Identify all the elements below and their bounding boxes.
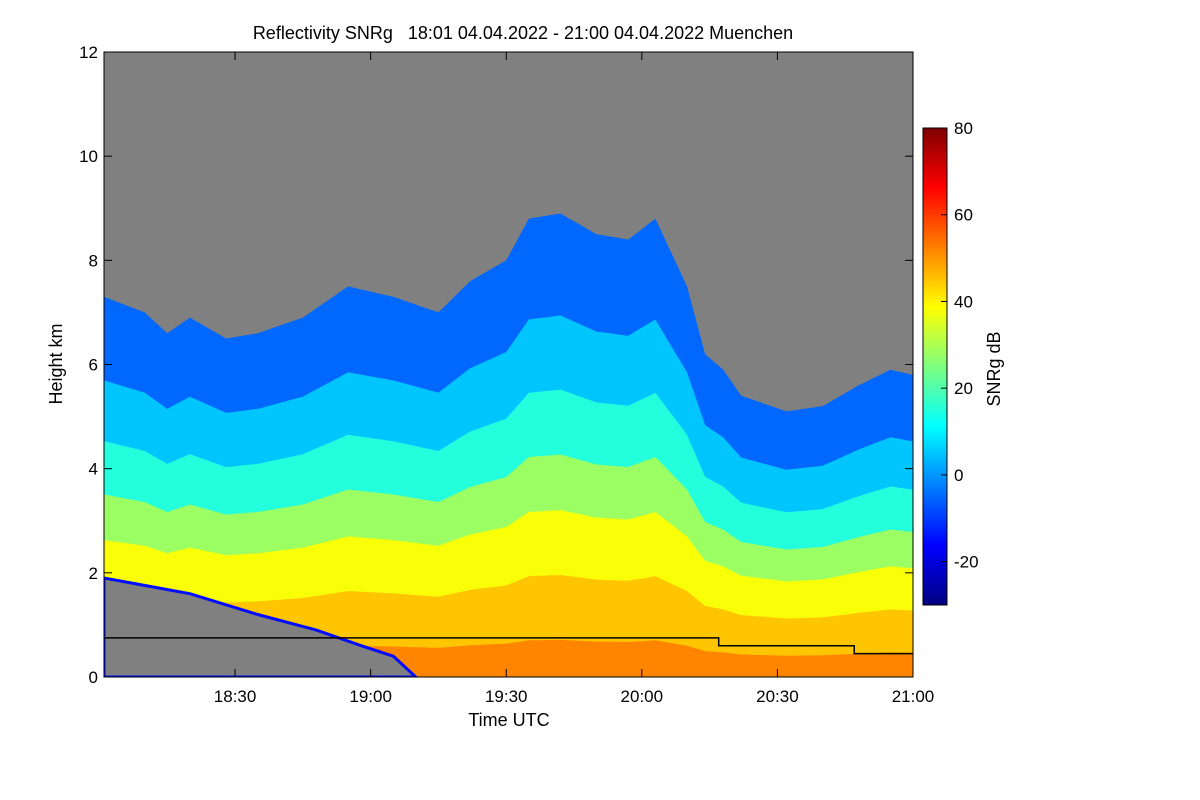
x-tick-label: 19:30 (485, 687, 528, 706)
y-tick-label: 6 (89, 356, 98, 375)
x-tick-label: 20:30 (756, 687, 799, 706)
colorbar-tick-label: 40 (954, 292, 973, 311)
x-axis-label: Time UTC (468, 710, 549, 730)
chart-title: Reflectivity SNRg 18:01 04.04.2022 - 21:… (253, 23, 793, 43)
x-tick-label: 19:00 (349, 687, 392, 706)
x-tick-label: 18:30 (214, 687, 257, 706)
plot-area (104, 52, 913, 677)
y-tick-label: 4 (89, 460, 98, 479)
colorbar-tick-label: 0 (954, 466, 963, 485)
colorbar-gradient (922, 127, 948, 606)
y-tick-label: 12 (79, 43, 98, 62)
y-tick-label: 2 (89, 564, 98, 583)
x-tick-label: 20:00 (621, 687, 664, 706)
y-axis-label: Height km (46, 323, 66, 404)
y-tick-label: 10 (79, 147, 98, 166)
x-axis: 18:30 19:00 19:30 20:00 20:30 21:00 (214, 52, 934, 706)
colorbar-label: SNRg dB (984, 331, 1004, 406)
y-tick-label: 0 (89, 668, 98, 687)
boundary-line (104, 637, 913, 655)
y-tick-label: 8 (89, 251, 98, 270)
colorbar-tick-label: 60 (954, 206, 973, 225)
colorbar-tick-label: 20 (954, 379, 973, 398)
snr-field (104, 213, 913, 677)
y-axis: 0 2 4 6 8 10 12 (79, 43, 913, 687)
colorbar-tick-label: 80 (954, 119, 973, 138)
x-tick-label: 21:00 (892, 687, 935, 706)
colorbar-ticks: -20 0 20 40 60 80 (941, 119, 979, 572)
colorbar-tick-label: -20 (954, 553, 979, 572)
colorbar: -20 0 20 40 60 80 SNRg dB (922, 119, 1004, 606)
lower-echo-band (104, 576, 419, 677)
